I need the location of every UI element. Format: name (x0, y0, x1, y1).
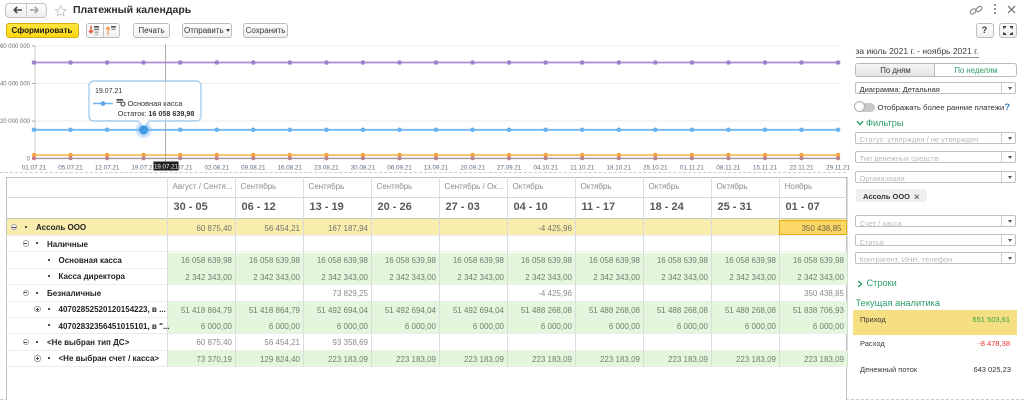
svg-text:40 000 000: 40 000 000 (0, 82, 31, 88)
svg-text:02.08.21: 02.08.21 (205, 164, 230, 171)
svg-text:15.11.21: 15.11.21 (753, 164, 778, 171)
svg-text:23.08.21: 23.08.21 (314, 164, 339, 171)
svg-text:18.10.21: 18.10.21 (607, 164, 632, 171)
svg-text:26.07.21: 26.07.21 (168, 164, 193, 171)
svg-text:09.08.21: 09.08.21 (241, 164, 266, 171)
svg-text:01.07.21: 01.07.21 (22, 164, 47, 171)
svg-text:13.09.21: 13.09.21 (424, 164, 449, 171)
svg-text:25.10.21: 25.10.21 (643, 164, 668, 171)
svg-text:19.07.21: 19.07.21 (95, 88, 122, 95)
svg-text:30.08.21: 30.08.21 (351, 164, 376, 171)
svg-text:19.07.21: 19.07.21 (154, 163, 179, 170)
svg-text:0: 0 (27, 157, 31, 163)
svg-text:20 000 000: 20 000 000 (0, 119, 31, 125)
svg-text:04.10.21: 04.10.21 (533, 164, 558, 171)
svg-text:19.07.21: 19.07.21 (131, 164, 156, 171)
svg-text:16.08.21: 16.08.21 (278, 164, 303, 171)
svg-text:06.09.21: 06.09.21 (387, 164, 412, 171)
svg-text:01.11.21: 01.11.21 (680, 164, 705, 171)
svg-text:05.07.21: 05.07.21 (58, 164, 83, 171)
svg-text:12.07.21: 12.07.21 (95, 164, 120, 171)
svg-text:Основная касса: Основная касса (128, 99, 184, 108)
svg-text:60 000 000: 60 000 000 (0, 44, 31, 50)
svg-text:22.11.21: 22.11.21 (789, 164, 814, 171)
svg-text:08.11.21: 08.11.21 (716, 164, 741, 171)
svg-text:27.09.21: 27.09.21 (497, 164, 522, 171)
svg-text:11.10.21: 11.10.21 (570, 164, 595, 171)
svg-text:20.09.21: 20.09.21 (460, 164, 485, 171)
svg-text:29.11.21: 29.11.21 (826, 164, 851, 171)
svg-text:Остаток: 16 058 639,98: Остаток: 16 058 639,98 (118, 109, 195, 118)
